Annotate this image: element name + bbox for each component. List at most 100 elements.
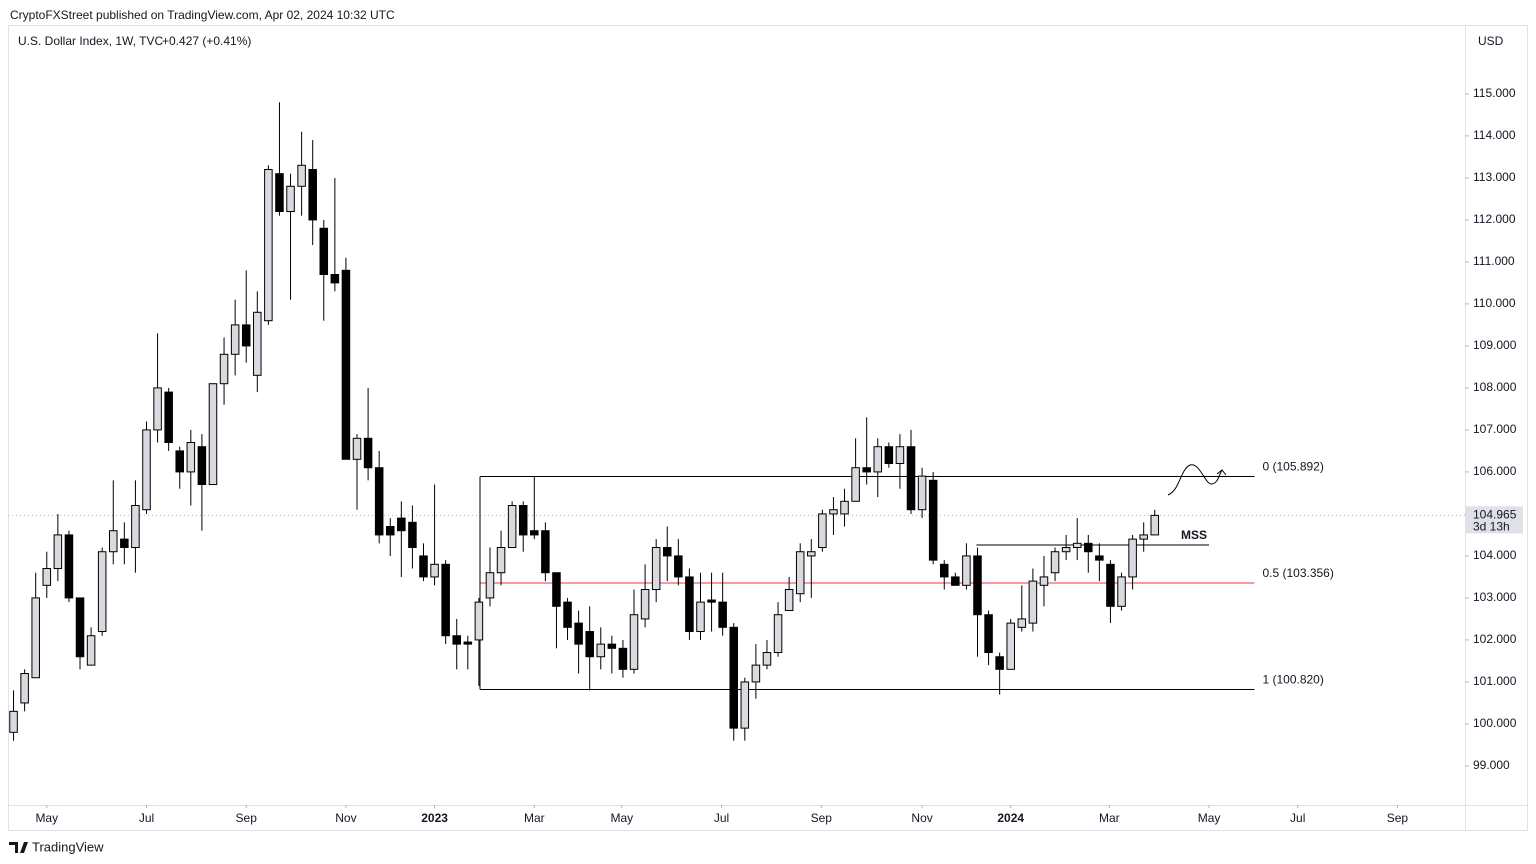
- candle-body: [474, 601, 484, 641]
- candle-body: [674, 555, 683, 578]
- candle-body: [419, 555, 428, 578]
- candle-body: [884, 446, 894, 465]
- candle-body: [696, 601, 705, 633]
- last-price-label: 104.965: [1473, 508, 1517, 522]
- candle-body: [452, 635, 462, 645]
- candle-body: [142, 429, 151, 511]
- candle-body: [319, 227, 329, 275]
- candle-body: [729, 626, 738, 729]
- y-tick-label: 114.000: [1473, 128, 1516, 142]
- fib-level-label: 0.5 (103.356): [1262, 566, 1333, 580]
- candle-body: [518, 505, 528, 536]
- y-tick-label: 113.000: [1473, 170, 1516, 184]
- candle-body: [230, 324, 240, 355]
- candle-body: [264, 168, 273, 322]
- candle-body: [1084, 542, 1093, 553]
- candle-body: [108, 530, 118, 553]
- candle-body: [718, 601, 727, 628]
- candle-body: [1128, 538, 1137, 578]
- candle-body: [1117, 576, 1126, 607]
- candle-body: [86, 635, 96, 666]
- candle-body: [297, 164, 306, 187]
- candle-body: [851, 467, 860, 502]
- symbol-title: U.S. Dollar Index, 1W, TVC: [18, 34, 163, 48]
- candle-body: [164, 391, 173, 444]
- candle-body: [574, 622, 583, 645]
- candle-body: [64, 534, 74, 599]
- candle-body: [120, 538, 129, 549]
- candle-body: [352, 437, 362, 460]
- candle-body: [917, 475, 927, 511]
- candle-body: [862, 467, 871, 473]
- publisher-line: CryptoFXStreet published on TradingView.…: [10, 8, 395, 22]
- x-tick-label: Nov: [335, 811, 356, 825]
- candle-body: [552, 572, 561, 607]
- candle-body: [1139, 534, 1148, 540]
- candle-body: [928, 479, 938, 561]
- x-tick-label: May: [35, 811, 58, 825]
- x-tick-label: Jul: [1290, 811, 1305, 825]
- candle-body: [873, 446, 883, 473]
- candle-body: [507, 505, 517, 549]
- candle-body: [906, 446, 916, 511]
- candle-body: [629, 614, 639, 670]
- candle-body: [1050, 551, 1060, 574]
- candle-body: [596, 643, 606, 658]
- y-tick-label: 115.000: [1473, 86, 1516, 100]
- candle-body: [740, 681, 750, 729]
- candle-body: [153, 387, 162, 431]
- candle-body: [286, 185, 295, 212]
- x-tick-label: Mar: [524, 811, 545, 825]
- y-tick-label: 108.000: [1473, 380, 1517, 394]
- candle-body: [1095, 555, 1104, 561]
- tv-logo: TradingView: [9, 839, 104, 854]
- candle-body: [97, 551, 107, 633]
- x-tick-label: Nov: [911, 811, 932, 825]
- currency-label: USD: [1478, 34, 1504, 48]
- candle-body: [408, 521, 417, 549]
- candle-body: [253, 311, 262, 376]
- x-tick-label: Mar: [1099, 811, 1120, 825]
- candle-body: [197, 446, 207, 486]
- x-tick-label: Sep: [1387, 811, 1409, 825]
- candle-body: [762, 652, 772, 666]
- candle-body: [219, 353, 229, 385]
- candle-body: [463, 641, 473, 645]
- candle-body: [530, 530, 539, 536]
- fib-level-label: 1 (100.820): [1262, 673, 1323, 687]
- candle-body: [951, 576, 960, 586]
- candle-body: [973, 555, 982, 616]
- candle-body: [75, 597, 85, 658]
- candle-body: [241, 324, 251, 347]
- y-tick-label: 109.000: [1473, 338, 1517, 352]
- candle-body: [9, 710, 18, 733]
- candle-body: [42, 568, 52, 586]
- candle-body: [341, 269, 351, 460]
- x-tick-label: May: [610, 811, 633, 825]
- candle-body: [984, 614, 993, 654]
- candle-body: [707, 599, 716, 603]
- x-tick-label: Sep: [236, 811, 258, 825]
- candle-body: [20, 673, 29, 704]
- candle-body: [1006, 622, 1015, 670]
- mss-label: MSS: [1181, 528, 1207, 542]
- candle-body: [441, 563, 450, 637]
- candle-body: [807, 551, 816, 557]
- y-tick-label: 107.000: [1473, 422, 1517, 436]
- candle-body: [275, 173, 284, 212]
- candle-body: [795, 551, 805, 595]
- candle-body: [308, 168, 317, 221]
- candle-body: [618, 647, 628, 670]
- candle-body: [784, 589, 794, 612]
- candle-body: [962, 555, 971, 586]
- candle-body: [1106, 563, 1115, 607]
- candle-body: [563, 601, 572, 628]
- candle-body: [829, 509, 838, 515]
- candle-body: [751, 664, 761, 683]
- candle-body: [1039, 576, 1049, 586]
- candle-body: [1061, 547, 1071, 553]
- candle-body: [385, 526, 395, 536]
- candle-body: [895, 446, 905, 465]
